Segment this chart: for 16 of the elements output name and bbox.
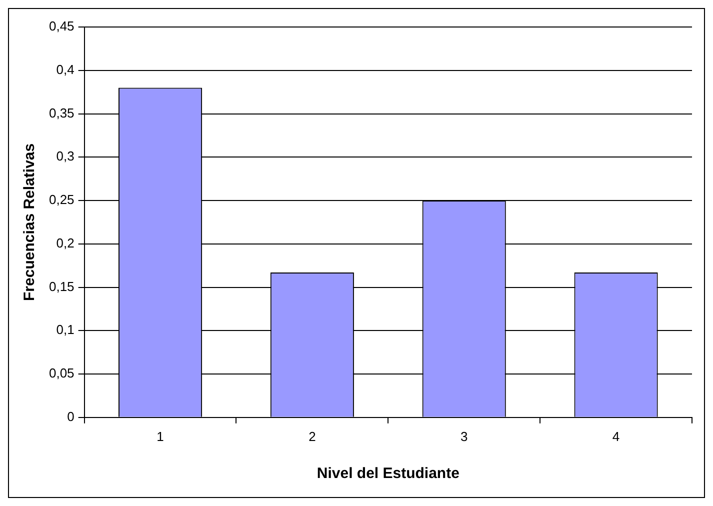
y-tick-label: 0,4 — [56, 62, 74, 77]
y-tick-label: 0,45 — [48, 18, 74, 34]
y-tick-label: 0,25 — [48, 192, 74, 208]
x-tick-label: 2 — [308, 428, 316, 444]
y-tick-label: 0,3 — [56, 148, 74, 164]
y-tick-label: 0,15 — [48, 278, 74, 294]
x-tick-label: 1 — [156, 428, 164, 444]
y-tick-label: 0,1 — [56, 322, 74, 338]
y-tick-label: 0 — [67, 408, 74, 424]
y-tick-label: 0,2 — [56, 235, 74, 250]
x-tick-label: 3 — [460, 428, 468, 444]
y-tick-label: 0,05 — [48, 366, 74, 381]
y-tick-label: 0,35 — [48, 105, 74, 120]
x-axis-title: Nivel del Estudiante — [316, 465, 460, 482]
x-tick-label: 4 — [612, 428, 620, 444]
y-axis-title: Frecuencias Relativas — [21, 143, 38, 301]
